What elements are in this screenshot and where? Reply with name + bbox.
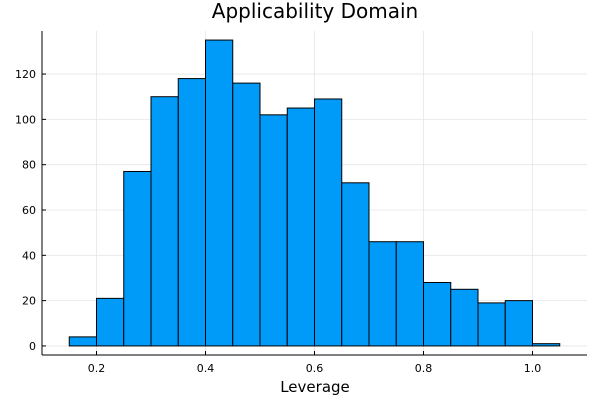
y-tick-label: 40	[22, 249, 36, 262]
x-tick-label: 0.2	[88, 362, 106, 375]
x-axis-ticks: 0.2 0.4 0.6 0.8 1.0	[88, 351, 542, 375]
histogram-bar	[96, 297, 125, 347]
x-tick-label: 1.0	[524, 362, 542, 375]
y-tick-label: 80	[22, 159, 36, 172]
histogram-bar	[341, 182, 370, 347]
histogram-bar	[450, 288, 479, 347]
histogram-bar	[232, 82, 261, 347]
y-tick-label: 120	[15, 68, 36, 81]
x-tick-label: 0.8	[415, 362, 433, 375]
y-tick-label: 20	[22, 295, 36, 308]
histogram-bar	[259, 114, 288, 347]
histogram-bar	[68, 336, 97, 347]
y-tick-label: 60	[22, 204, 36, 217]
x-tick-label: 0.6	[306, 362, 324, 375]
histogram-bar	[177, 78, 206, 347]
histogram-bar	[368, 241, 397, 347]
histogram-bar	[423, 281, 452, 347]
y-tick-label: 0	[29, 340, 36, 353]
x-axis-label: Leverage	[280, 378, 350, 396]
histogram-bar	[504, 300, 533, 347]
histogram-bar	[286, 107, 315, 347]
y-axis-ticks: 0 20 40 60 80 100 120	[15, 68, 46, 353]
histogram-bar	[150, 96, 179, 347]
histogram-bar	[477, 302, 506, 347]
x-tick-label: 0.4	[197, 362, 215, 375]
chart-title: Applicability Domain	[212, 0, 418, 23]
histogram-bar	[123, 170, 152, 347]
histogram-bar	[395, 241, 424, 347]
histogram-bar	[205, 39, 234, 347]
histogram-bar	[314, 98, 343, 347]
histogram-bars	[68, 39, 561, 347]
histogram-bar	[532, 343, 561, 347]
y-tick-label: 100	[15, 113, 36, 126]
